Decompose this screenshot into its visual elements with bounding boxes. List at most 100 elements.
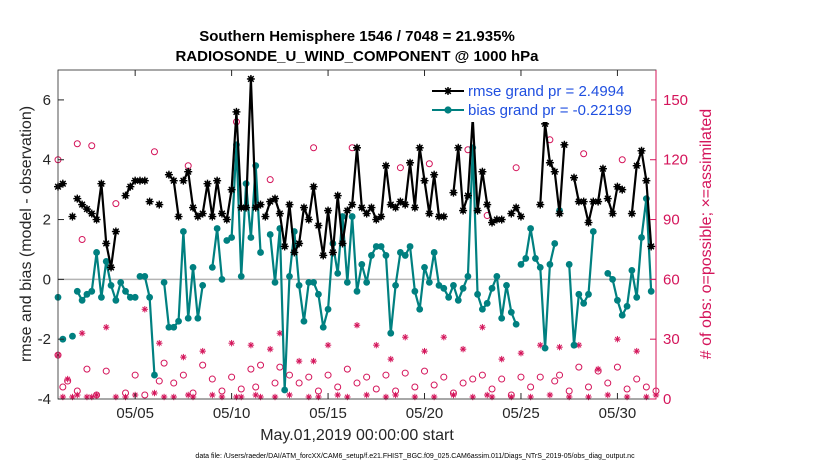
rmse-point-stroke bbox=[93, 216, 100, 223]
obs-possible-point bbox=[59, 383, 67, 391]
obs-assimilated-point-stroke bbox=[171, 394, 177, 400]
obs-possible-point bbox=[199, 361, 207, 369]
obs-assimilated-point bbox=[614, 335, 621, 343]
bias-point bbox=[324, 305, 332, 313]
rmse-point bbox=[126, 182, 135, 191]
rmse-point bbox=[608, 209, 617, 218]
rmse-point bbox=[555, 209, 564, 218]
rmse-point-stroke bbox=[382, 162, 390, 170]
legend-rmse-marker-star-stroke bbox=[444, 87, 452, 95]
rmse-point bbox=[584, 218, 593, 227]
bias-point bbox=[440, 284, 448, 292]
rmse-point bbox=[174, 212, 183, 221]
rmse-point bbox=[319, 251, 328, 260]
obs-assimilated-point-stroke bbox=[103, 324, 109, 330]
rmse-point-stroke bbox=[69, 213, 76, 220]
bias-point bbox=[430, 249, 438, 256]
obs-assimilated-point bbox=[469, 393, 476, 401]
obs-assimilated-point-stroke bbox=[200, 348, 206, 354]
obs-assimilated-point bbox=[266, 345, 274, 353]
obs-assimilated-point-stroke bbox=[508, 394, 514, 400]
rmse-point-stroke bbox=[146, 198, 153, 205]
bias-point bbox=[334, 269, 342, 277]
rmse-point bbox=[338, 239, 347, 248]
bias-point bbox=[459, 284, 467, 292]
legend-rmse-label: rmse grand pr = 2.4994 bbox=[468, 83, 624, 100]
obs-assimilated-point-stroke bbox=[518, 350, 524, 356]
rmse-point-stroke bbox=[536, 201, 544, 208]
obs-assimilated-point-stroke bbox=[460, 346, 466, 352]
rmse-point-stroke bbox=[493, 216, 501, 223]
obs-possible-point bbox=[285, 371, 293, 379]
bias-point bbox=[286, 272, 293, 280]
rmse-point bbox=[430, 170, 439, 179]
rmse-point-stroke bbox=[247, 75, 255, 83]
rmse-point-stroke bbox=[556, 210, 563, 217]
obs-assimilated-point-stroke bbox=[576, 342, 582, 348]
obs-assimilated-point bbox=[484, 391, 491, 399]
rmse-point bbox=[58, 179, 67, 188]
rmse-point-stroke bbox=[450, 189, 457, 196]
obs-possible-point bbox=[295, 379, 303, 387]
rmse-point-stroke bbox=[184, 168, 192, 176]
rmse-point-stroke bbox=[561, 141, 568, 149]
rmse-point-stroke bbox=[546, 159, 554, 167]
bias-point bbox=[300, 317, 308, 325]
obs-possible-point bbox=[102, 367, 110, 375]
rmse-point-stroke bbox=[141, 177, 149, 184]
obs-possible-point bbox=[469, 375, 477, 383]
rmse-point-stroke bbox=[614, 183, 621, 190]
bias-point bbox=[348, 213, 356, 220]
bias-point bbox=[247, 234, 255, 241]
rmse-point-stroke bbox=[290, 249, 298, 256]
obs-assimilated-point bbox=[440, 333, 448, 341]
bias-point bbox=[266, 231, 274, 238]
rmse-point-stroke bbox=[276, 210, 284, 217]
obs-possible-point bbox=[536, 373, 544, 381]
bias-point bbox=[445, 293, 453, 301]
rmse-point-stroke bbox=[551, 168, 559, 176]
rmse-point-stroke bbox=[334, 192, 342, 199]
obs-assimilated-point-stroke bbox=[624, 394, 630, 400]
obs-possible-point bbox=[517, 373, 525, 381]
rmse-point-stroke bbox=[136, 177, 144, 184]
bias-point bbox=[421, 264, 428, 271]
bias-point bbox=[165, 323, 173, 331]
bias-point bbox=[194, 314, 202, 322]
rmse-point-stroke bbox=[228, 186, 235, 193]
obs-assimilated-point-stroke bbox=[450, 392, 457, 398]
bias-point bbox=[228, 234, 236, 241]
obs-assimilated-point-stroke bbox=[364, 392, 370, 398]
bias-point bbox=[343, 278, 351, 286]
rmse-point-stroke bbox=[570, 174, 578, 181]
bias-point bbox=[382, 252, 390, 259]
obs-assimilated-point bbox=[141, 306, 149, 313]
rmse-point-stroke bbox=[618, 186, 626, 193]
rmse-point bbox=[208, 212, 217, 221]
rmse-point bbox=[309, 182, 318, 191]
obs-possible-point bbox=[584, 383, 592, 391]
obs-assimilated-point-stroke bbox=[185, 392, 191, 398]
obs-assimilated-point-stroke bbox=[79, 330, 85, 336]
rmse-point bbox=[179, 176, 188, 185]
rmse-point-stroke bbox=[633, 162, 641, 170]
rmse-point-stroke bbox=[421, 177, 428, 184]
obs-possible-point bbox=[633, 375, 641, 383]
obs-possible-point bbox=[580, 150, 588, 158]
rmse-point bbox=[516, 212, 525, 221]
obs-assimilated-point-stroke bbox=[161, 394, 167, 400]
rmse-point bbox=[280, 242, 289, 251]
obs-possible-point bbox=[271, 379, 279, 387]
rmse-point bbox=[507, 209, 516, 218]
rmse-point-stroke bbox=[401, 201, 409, 208]
rmse-point bbox=[213, 176, 222, 185]
rmse-point-stroke bbox=[78, 201, 86, 208]
obs-possible-point bbox=[430, 381, 438, 389]
rmse-point-stroke bbox=[295, 240, 303, 247]
obs-possible-point bbox=[252, 383, 260, 391]
obs-assimilated-point-stroke bbox=[257, 394, 264, 400]
obs-possible-point bbox=[160, 359, 168, 367]
obs-possible-point bbox=[237, 385, 245, 393]
obs-assimilated-point-stroke bbox=[233, 394, 240, 400]
obs-possible-point bbox=[170, 379, 178, 387]
